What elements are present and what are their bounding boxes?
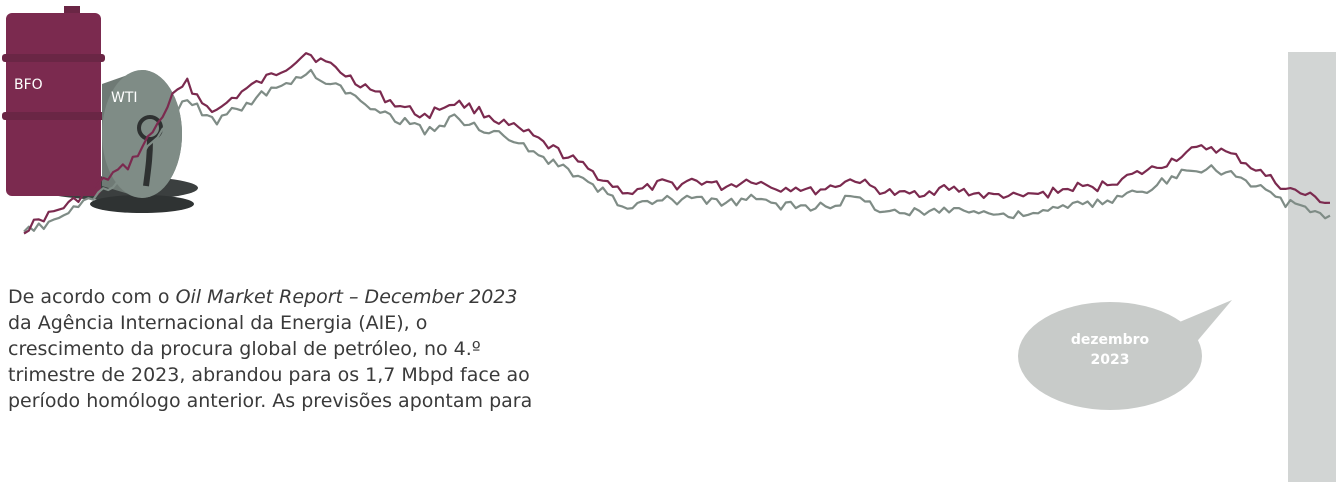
bfo-price-line (23, 52, 1331, 235)
bubble-year: 2023 (1090, 352, 1130, 368)
paragraph-intro: De acordo com o (8, 286, 176, 308)
bfo-barrel-icon (2, 6, 105, 196)
wti-drum-label: WTI (111, 90, 138, 106)
december-highlight-band (1288, 52, 1336, 482)
oil-pool-small-shape (90, 195, 194, 213)
date-speech-bubble (1018, 300, 1232, 410)
report-title: Oil Market Report – December 2023 (175, 286, 518, 308)
wti-price-line (23, 68, 1331, 233)
bubble-month: dezembro (1070, 332, 1150, 348)
market-report-paragraph: De acordo com o Oil Market Report – Dece… (8, 284, 538, 414)
bubble-date-text: dezembro 2023 (1060, 330, 1160, 370)
paragraph-body: da Agência Internacional da Energia (AIE… (8, 312, 533, 412)
bfo-barrel-label: BFO (14, 77, 43, 93)
